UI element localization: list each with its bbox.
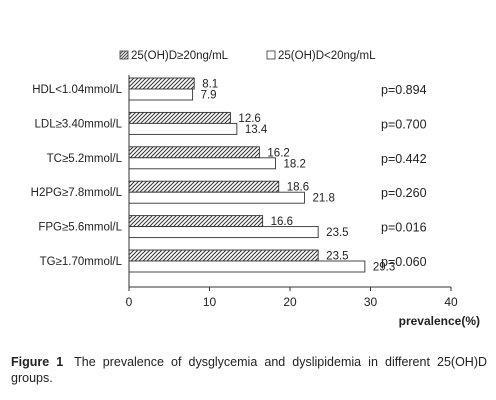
p-value-annotation: p=0.700: [381, 117, 427, 131]
x-axis-title: prevalence(%): [399, 314, 480, 328]
figure-caption: Figure 1 The prevalence of dysglycemia a…: [11, 354, 487, 386]
bar-series-2: [128, 88, 194, 101]
x-tick-label: 40: [444, 295, 458, 309]
data-label: 21.8: [312, 193, 334, 205]
data-label: 23.5: [326, 227, 348, 239]
data-label: 16.2: [267, 147, 289, 159]
bar-series-1: [128, 111, 231, 124]
category-label: H2PG≥7.8mmol/L: [31, 187, 123, 199]
category-label: FPG≥5.6mmol/L: [38, 222, 122, 234]
x-axis-ticks: 0 10 20 30 40: [126, 287, 458, 309]
bar-series-1: [128, 215, 264, 228]
bar-series-1: [128, 77, 195, 90]
x-tick-label: 10: [203, 295, 217, 309]
legend-swatch-series-1: [119, 50, 129, 60]
p-value-annotation: p=0.016: [381, 221, 427, 235]
bar-series-1: [128, 180, 280, 193]
bar-series-2: [128, 191, 305, 204]
data-label: 29.3: [373, 262, 395, 274]
p-value-annotation: p=0.060: [381, 255, 427, 269]
category-label: LDL≥3.40mmol/L: [35, 118, 123, 130]
category-label: HDL<1.04mmol/L: [32, 84, 122, 96]
legend-swatch-series-2: [266, 50, 276, 60]
p-value-annotation: p=0.260: [381, 186, 427, 200]
data-label: 18.2: [284, 158, 306, 170]
bar-chart: 25(OH)D≥20ng/mL 25(OH)D<20ng/mL HDL<1.04…: [31, 50, 480, 328]
category-label: TG≥1.70mmol/L: [40, 256, 123, 268]
p-value-annotation: p=0.894: [381, 83, 427, 97]
data-label: 7.9: [201, 90, 217, 102]
bar-series-2: [128, 157, 276, 170]
bar-series-2: [128, 122, 238, 135]
x-tick-label: 0: [126, 295, 133, 309]
data-label: 23.5: [326, 251, 348, 263]
data-label: 12.6: [238, 113, 260, 125]
data-label: 16.6: [271, 216, 293, 228]
category-label: TC≥5.2mmol/L: [47, 153, 123, 165]
bar-series-2: [128, 226, 319, 239]
legend: 25(OH)D≥20ng/mL 25(OH)D<20ng/mL: [119, 50, 376, 62]
bar-series-1: [128, 146, 260, 159]
legend-label-series-2: 25(OH)D<20ng/mL: [278, 50, 376, 62]
bar-series-1: [128, 249, 319, 262]
figure-caption-text: The prevalence of dysglycemia and dyslip…: [11, 355, 488, 385]
x-tick-label: 30: [364, 295, 378, 309]
figure-label: Figure 1: [11, 355, 64, 369]
legend-label-series-1: 25(OH)D≥20ng/mL: [131, 50, 229, 62]
x-tick-label: 20: [283, 295, 297, 309]
data-label: 8.1: [202, 79, 218, 91]
data-label: 18.6: [287, 182, 309, 194]
plot-area: HDL<1.04mmol/L 8.17.9 p=0.894 LDL≥3.40mmol/…: [31, 77, 427, 274]
data-label: 13.4: [245, 124, 268, 136]
bar-series-2: [128, 260, 366, 273]
p-value-annotation: p=0.442: [381, 152, 427, 166]
